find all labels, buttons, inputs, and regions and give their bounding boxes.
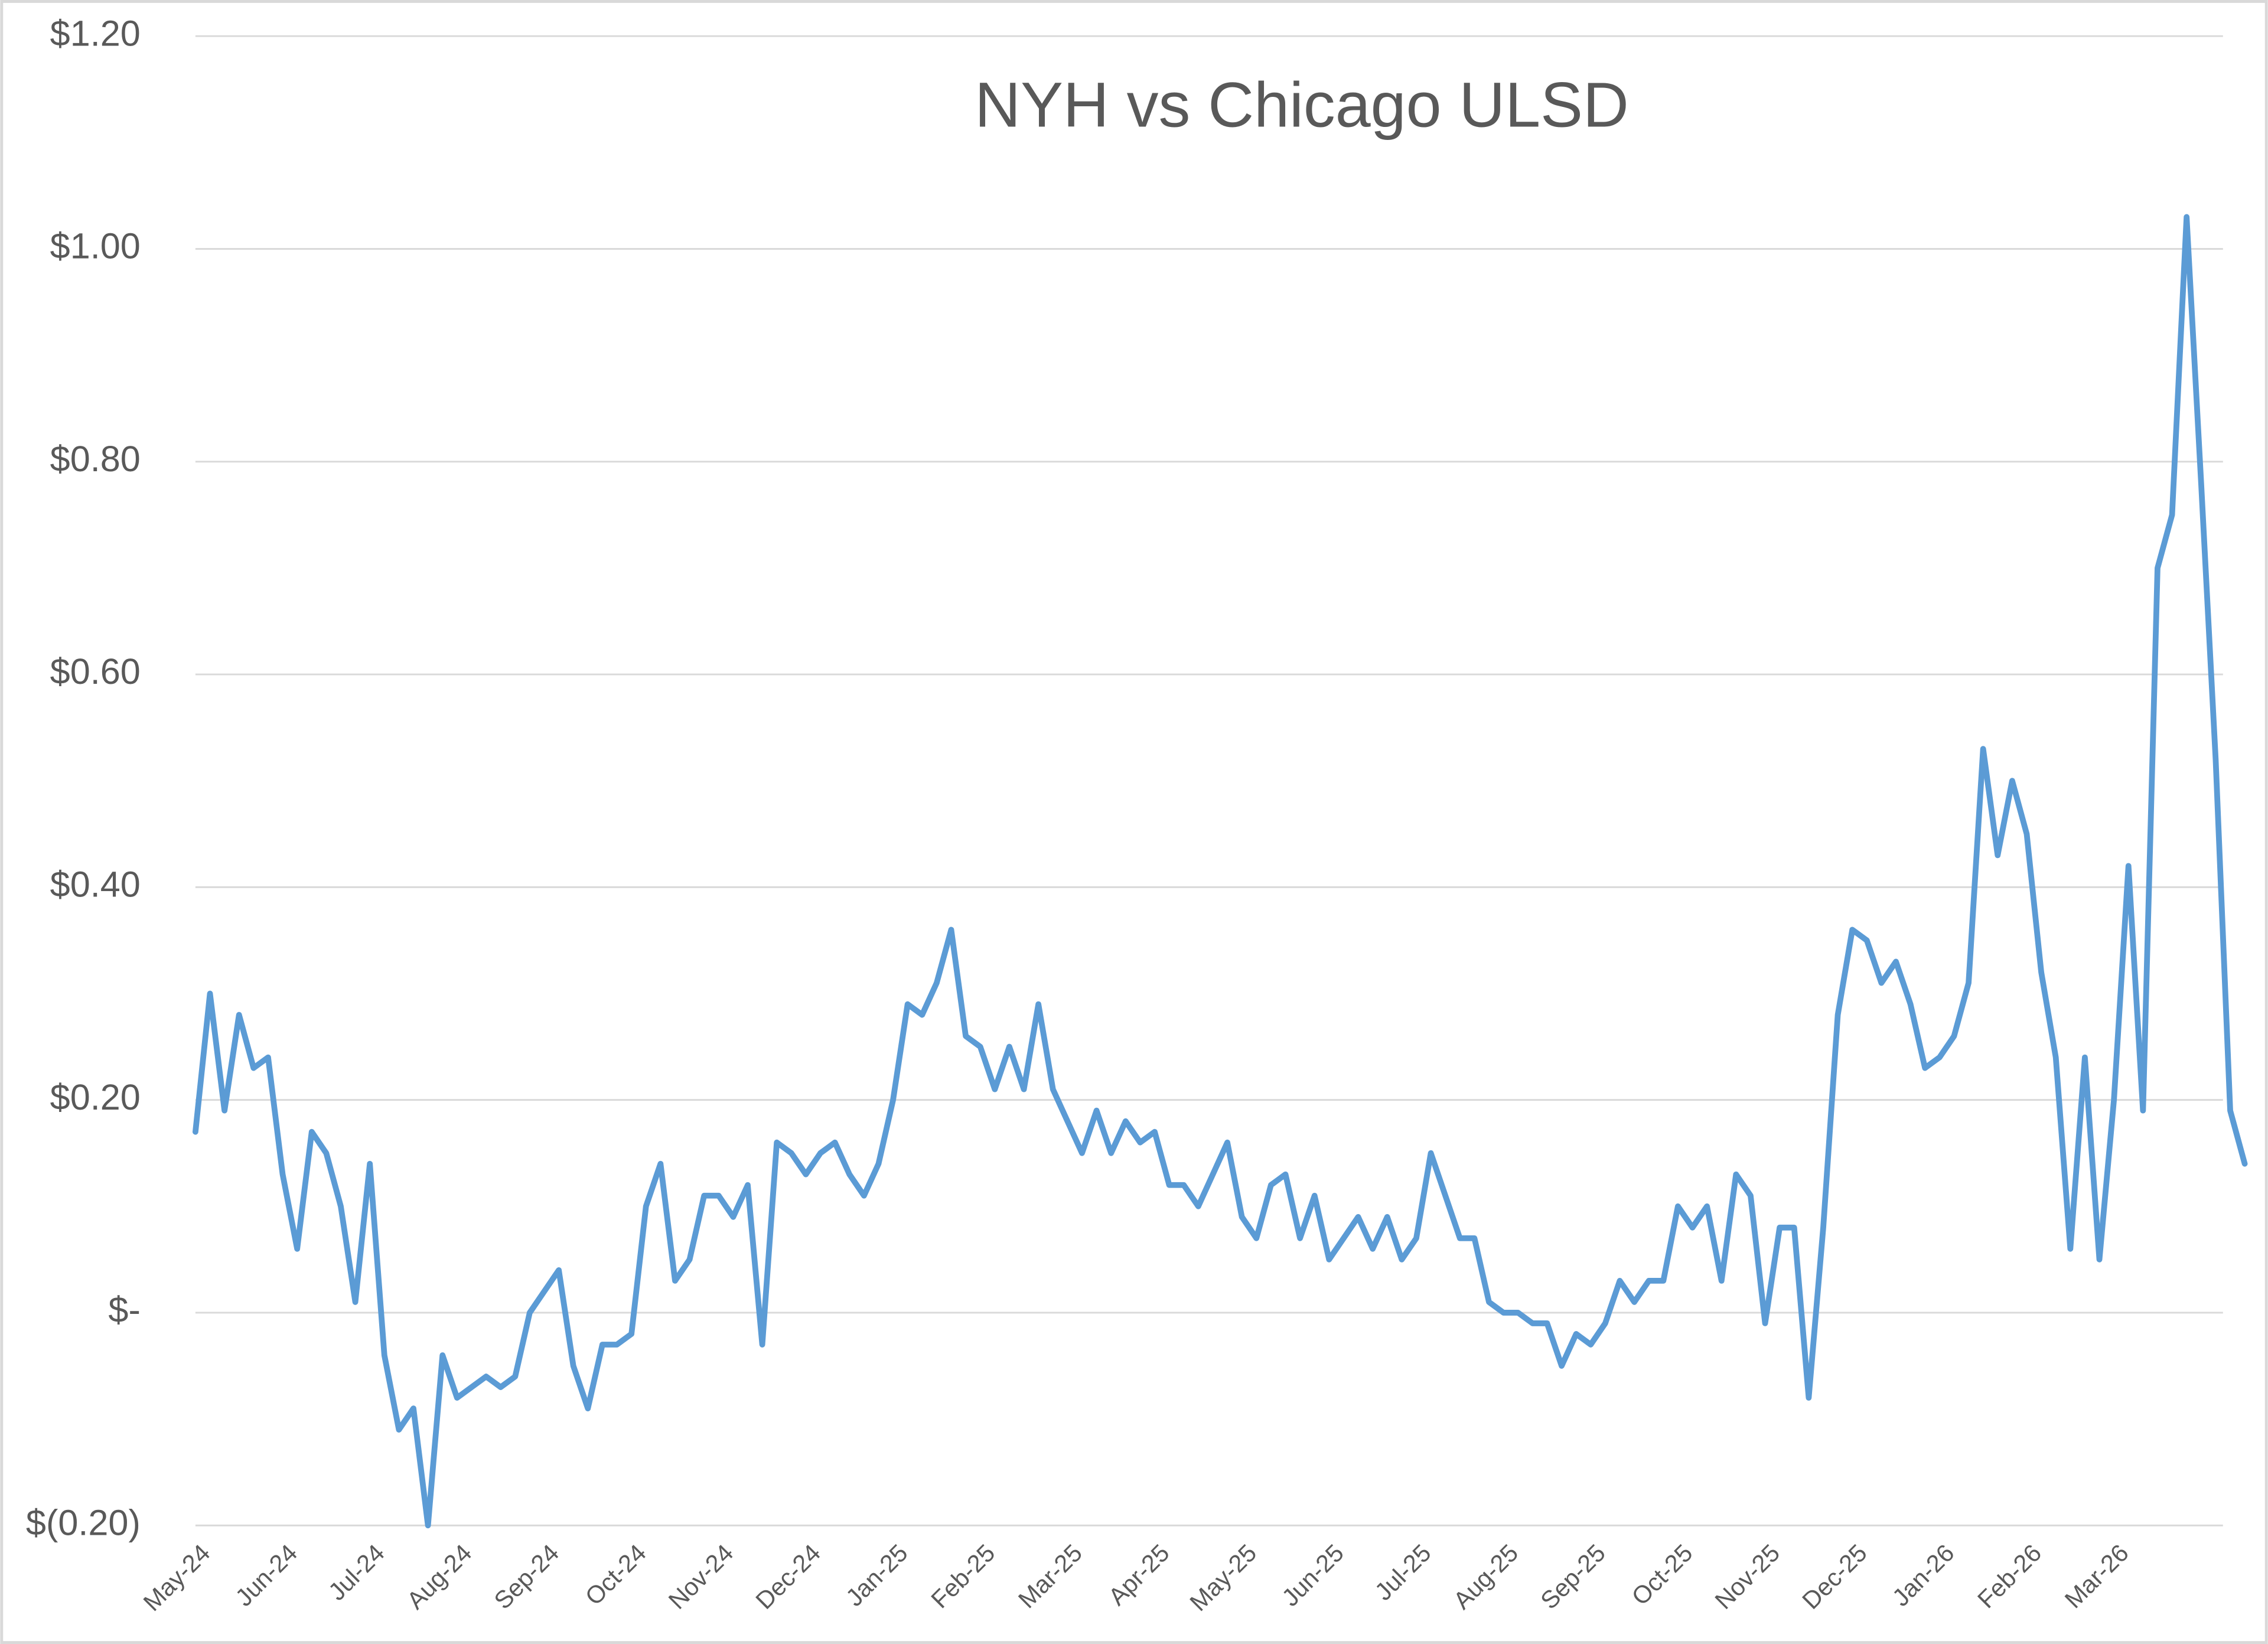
data-line	[192, 214, 2248, 1529]
y-tick-label: $-	[108, 1290, 140, 1330]
y-tick-label: $1.00	[50, 226, 141, 266]
y-tick-label: $0.60	[50, 651, 141, 691]
y-tick-label: $0.40	[50, 865, 141, 905]
y-tick-label: $0.20	[50, 1077, 141, 1117]
y-tick-label: $1.20	[50, 13, 141, 53]
chart-title: NYH vs Chicago ULSD	[975, 69, 1628, 141]
y-tick-label: $(0.20)	[26, 1502, 141, 1542]
y-tick-label: $0.80	[50, 439, 141, 479]
